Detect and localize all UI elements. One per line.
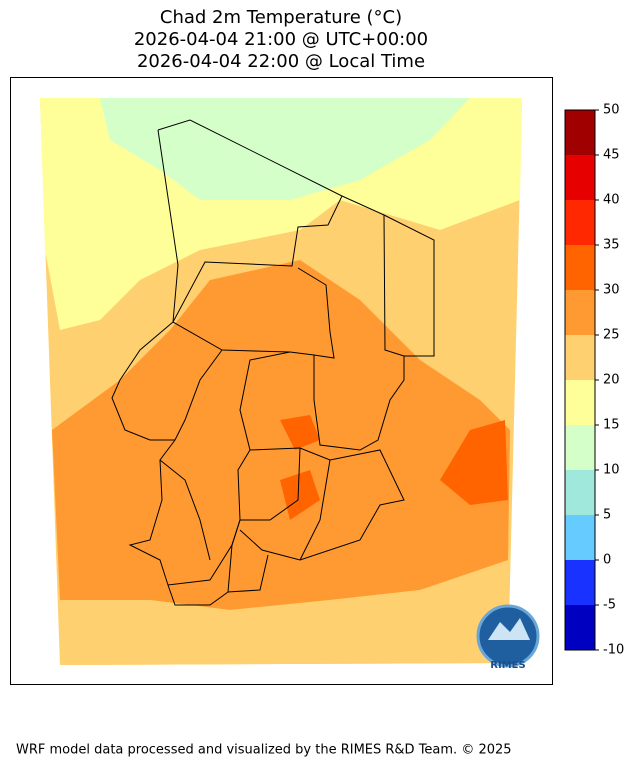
colorbar-tick-label: 30 [603, 283, 620, 298]
colorbar-bin [565, 560, 595, 605]
colorbar-bin [565, 335, 595, 380]
colorbar-bin [565, 200, 595, 245]
colorbar-bin [565, 605, 595, 650]
country-borders [111, 119, 435, 606]
colorbar-tick-label: 35 [603, 238, 620, 253]
colorbar-tick-label: 20 [603, 373, 620, 388]
colorbar-bin [565, 470, 595, 515]
colorbar-tick-label: 25 [603, 328, 620, 343]
colorbar-tick-label: 45 [603, 148, 620, 163]
colorbar-bin [565, 155, 595, 200]
colorbar-tick-label: 10 [603, 463, 620, 478]
colorbar-tick-label: -10 [603, 643, 624, 658]
title-line: 2026-04-04 22:00 @ Local Time [137, 51, 425, 72]
colorbar-bin [565, 110, 595, 155]
colorbar-bin [565, 380, 595, 425]
colorbar-bin [565, 425, 595, 470]
footer: WRF model data processed and visualized … [16, 743, 512, 758]
map [40, 98, 522, 665]
title-line: 2026-04-04 21:00 @ UTC+00:00 [134, 29, 428, 50]
colorbar-bin [565, 290, 595, 335]
colorbar-tick-label: -5 [603, 598, 616, 613]
colorbar-bin [565, 245, 595, 290]
colorbar-tick-label: 0 [603, 553, 611, 568]
colorbar-tick-label: 15 [603, 418, 620, 433]
colorbar-tick-label: 40 [603, 193, 620, 208]
colorbar: -10 -5 0 5 10 15 20 25 30 35 40 45 50 [564, 103, 624, 658]
colorbar-bin [565, 515, 595, 560]
colorbar-tick-label: 5 [603, 508, 611, 523]
title-line: Chad 2m Temperature (°C) [160, 7, 402, 28]
logo: RIMES [476, 604, 540, 671]
logo-text: RIMES [490, 660, 525, 671]
colorbar-tick-label: 50 [603, 103, 620, 118]
